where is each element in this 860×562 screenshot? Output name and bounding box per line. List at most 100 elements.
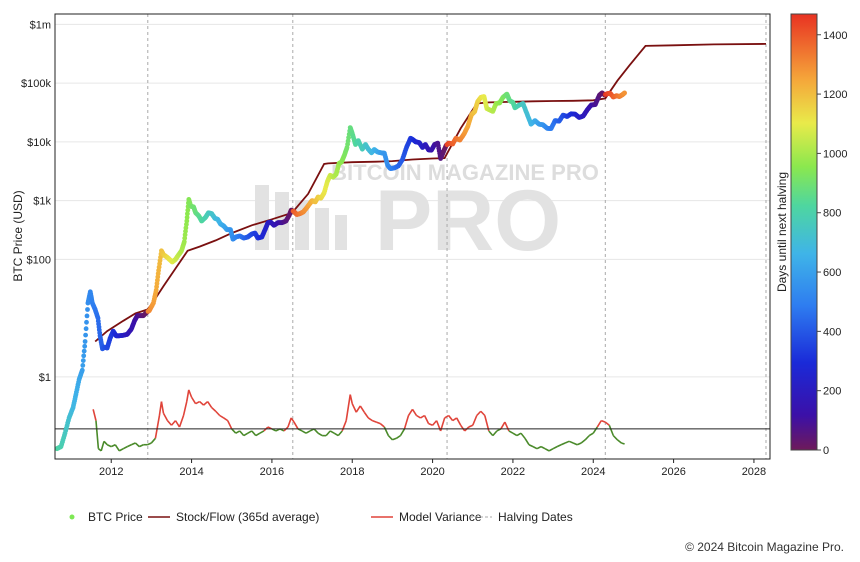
btc-price-point bbox=[184, 218, 190, 224]
legend-label: Halving Dates bbox=[498, 510, 573, 524]
x-tick-label: 2014 bbox=[179, 466, 203, 478]
model-variance-segment bbox=[95, 420, 100, 449]
model-variance-segment bbox=[355, 405, 361, 413]
model-variance-segment bbox=[203, 400, 209, 406]
model-variance-segment bbox=[596, 420, 602, 428]
model-variance-segment bbox=[520, 432, 526, 439]
btc-price-point bbox=[84, 313, 90, 319]
halving-lines bbox=[147, 14, 767, 459]
model-variance-segment bbox=[235, 430, 241, 434]
btc-price-point bbox=[82, 343, 88, 349]
btc-price-point bbox=[79, 367, 85, 373]
btc-price-point bbox=[83, 326, 89, 332]
model-variance-segment bbox=[219, 414, 225, 419]
model-variance-segment bbox=[147, 442, 152, 446]
legend-swatch bbox=[69, 514, 75, 520]
model-variance-segment bbox=[239, 430, 245, 437]
y-tick-label: $1k bbox=[33, 196, 51, 208]
model-variance-segment bbox=[325, 430, 331, 437]
x-tick-label: 2028 bbox=[742, 466, 766, 478]
model-variance-segment bbox=[367, 417, 373, 422]
x-tick-label: 2026 bbox=[661, 466, 685, 478]
legend-label: BTC Price bbox=[88, 510, 143, 524]
model-variance-segment bbox=[608, 424, 615, 436]
model-variance-segment bbox=[484, 415, 490, 432]
model-variance-segment bbox=[251, 430, 257, 437]
model-variance-segment bbox=[395, 434, 401, 439]
btc-price-point bbox=[80, 358, 86, 363]
colorbar-tick-label: 1400 bbox=[823, 30, 847, 42]
model-variance-segment bbox=[387, 435, 393, 441]
model-variance-segment bbox=[114, 444, 120, 452]
btc-price-point bbox=[81, 348, 87, 354]
model-variance-segment bbox=[576, 442, 582, 446]
model-variance-segment bbox=[544, 447, 550, 452]
legend-item[interactable]: Stock/Flow (365d average) bbox=[148, 510, 319, 524]
model-variance-segment bbox=[349, 394, 354, 404]
model-variance-segment bbox=[392, 437, 397, 441]
model-variance-segment bbox=[540, 445, 546, 450]
model-variance-segment bbox=[508, 430, 514, 434]
model-variance-segment bbox=[488, 430, 494, 437]
model-variance-segment bbox=[134, 442, 140, 448]
plot-area bbox=[55, 43, 770, 452]
model-variance-segment bbox=[199, 400, 205, 406]
model-variance-segment bbox=[372, 419, 377, 423]
legend-item[interactable]: BTC Price bbox=[69, 510, 144, 524]
model-variance-segment bbox=[455, 417, 462, 426]
y-tick-label: $1 bbox=[39, 372, 51, 384]
model-variance-segment bbox=[472, 415, 478, 426]
model-variance-segment bbox=[532, 445, 538, 450]
model-variance-segment bbox=[305, 430, 311, 434]
model-variance-segment bbox=[428, 422, 433, 427]
model-variance-segment bbox=[564, 440, 570, 444]
model-variance-segment bbox=[154, 415, 161, 439]
model-variance-segment bbox=[293, 421, 299, 430]
model-variance-segment bbox=[215, 410, 221, 417]
colorbar-tick-label: 200 bbox=[823, 386, 841, 398]
model-variance-segment bbox=[185, 389, 190, 402]
stock-flow-line bbox=[94, 43, 767, 343]
model-variance-segment bbox=[195, 400, 200, 405]
model-variance-segment bbox=[504, 421, 510, 432]
model-variance-segment bbox=[468, 424, 474, 428]
colorbar-tick-label: 400 bbox=[823, 326, 841, 338]
model-variance-segment bbox=[329, 430, 335, 434]
model-variance-segment bbox=[621, 442, 625, 445]
model-variance-segment bbox=[460, 424, 466, 432]
model-variance-segment bbox=[524, 437, 530, 446]
model-variance-segment bbox=[223, 417, 229, 422]
model-variance-segment bbox=[379, 423, 385, 428]
x-tick-label: 2022 bbox=[501, 466, 525, 478]
model-variance-segment bbox=[351, 403, 357, 413]
model-variance-segment bbox=[584, 435, 590, 441]
legend-item[interactable]: Model Variance bbox=[371, 510, 482, 524]
model-variance-segment bbox=[399, 428, 406, 437]
legend-item[interactable]: Halving Dates bbox=[470, 510, 573, 524]
btc-price-point bbox=[81, 353, 87, 359]
model-variance-segment bbox=[206, 401, 213, 409]
y-tick-label: $1m bbox=[30, 19, 51, 31]
model-variance-segment bbox=[359, 405, 365, 413]
model-variance-segment bbox=[170, 420, 177, 426]
btc-price-point bbox=[185, 211, 190, 217]
model-variance-segment bbox=[243, 432, 249, 437]
model-variance-segment bbox=[103, 440, 108, 446]
model-variance-segment bbox=[416, 414, 421, 419]
model-variance-segment bbox=[106, 443, 112, 448]
btc-price-point bbox=[185, 207, 191, 213]
colorbar-tick-label: 0 bbox=[823, 445, 829, 457]
x-tick-label: 2016 bbox=[260, 466, 284, 478]
model-variance-segment bbox=[160, 401, 165, 414]
model-variance-segment bbox=[592, 426, 598, 434]
model-variance-segment bbox=[118, 447, 124, 452]
model-variance-segment bbox=[211, 406, 217, 412]
model-variance-segment bbox=[616, 439, 622, 444]
model-variance-segment bbox=[403, 415, 410, 430]
model-variance-segment bbox=[287, 417, 292, 428]
model-variance-segment bbox=[431, 420, 438, 426]
colorbar-tick-label: 600 bbox=[823, 267, 841, 279]
model-variance-segment bbox=[588, 432, 594, 437]
legend[interactable]: BTC Price Stock/Flow (365d average) Model … bbox=[69, 510, 573, 524]
btc-price-point bbox=[183, 225, 189, 231]
